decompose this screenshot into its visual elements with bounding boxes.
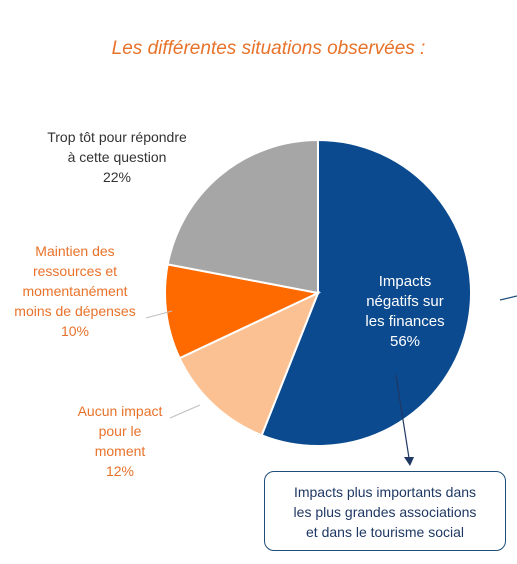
- label-maintien: Maintien des ressources et momentanément…: [14, 243, 136, 339]
- pie-slice-tropTot: [166, 138, 319, 295]
- pie-slice-aucun: [178, 291, 320, 437]
- label-negatif: Impacts négatifs sur les finances 56%: [365, 273, 445, 350]
- label-aucun: Aucun impact pour le moment 12%: [77, 403, 163, 479]
- leader-line-maintien: [145, 310, 173, 319]
- pie-slice-negatif: [260, 138, 472, 447]
- chart-title: Les différentes situations observées :: [111, 38, 426, 59]
- right-connector: [499, 295, 517, 301]
- callout-arrowhead: [404, 457, 414, 466]
- leader-line-aucun: [169, 404, 201, 419]
- label-trop-tot: Trop tôt pour répondre à cette question …: [47, 129, 187, 185]
- callout-arrow: [395, 374, 410, 459]
- callout-box: Impacts plus importants dans les plus gr…: [264, 471, 506, 551]
